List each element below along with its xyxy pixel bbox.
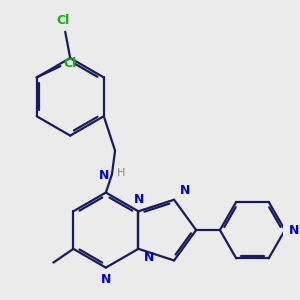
Text: N: N [290, 224, 300, 237]
Text: Cl: Cl [57, 14, 70, 27]
Text: H: H [117, 168, 125, 178]
Text: N: N [99, 169, 109, 182]
Text: N: N [144, 251, 154, 264]
Text: N: N [134, 193, 144, 206]
Text: N: N [101, 273, 111, 286]
Text: N: N [180, 184, 190, 196]
Text: Cl: Cl [64, 57, 77, 70]
